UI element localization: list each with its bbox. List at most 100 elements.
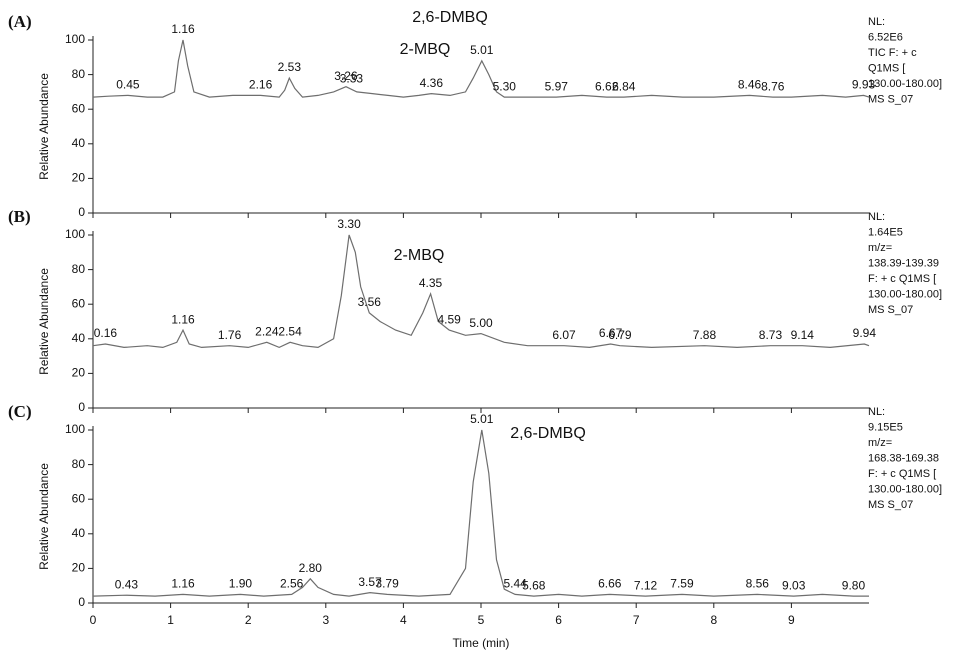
panel-label: (A) [8,12,32,31]
peak-label: 5.00 [469,316,493,330]
peak-label: 7.12 [634,578,658,592]
peak-label: 2.80 [299,561,323,575]
peak-label: 1.16 [171,577,195,591]
y-axis-label: Relative Abundance [37,73,51,180]
y-tick-label: 0 [78,205,85,219]
x-tick-label: 5 [478,613,485,627]
peak-label: 8.73 [759,328,783,342]
peak-label: 5.30 [493,79,517,93]
peak-label: 9.03 [782,578,806,592]
peak-label: 3.79 [375,577,399,591]
peak-label: 8.46 [738,78,762,92]
info-line: 130.00-180.00] [868,483,942,495]
y-tick-label: 0 [78,400,85,414]
peak-label: 0.45 [116,78,140,92]
peak-label: 9.94 [853,326,877,340]
info-line: 168.38-169.38 [868,452,939,464]
peak-label: 1.76 [218,328,242,342]
peak-label: 1.90 [229,577,253,591]
x-tick-label: 9 [788,613,795,627]
info-line: 1.64E5 [868,226,903,238]
y-tick-label: 80 [72,457,86,471]
info-line: m/z= [868,242,892,254]
y-tick-label: 60 [72,296,86,310]
x-tick-label: 1 [167,613,174,627]
peak-label: 5.68 [522,578,546,592]
x-tick-label: 7 [633,613,640,627]
info-line: NL: [868,406,885,418]
peak-label: 2.54 [278,324,302,338]
trace [92,234,870,349]
y-tick-label: 60 [72,491,86,505]
info-line: TIC F: + c [868,47,917,59]
peak-label: 2.56 [280,577,304,591]
info-line: MS S_07 [868,304,913,316]
trace [92,39,870,98]
y-tick-label: 20 [72,366,86,380]
info-line: 6.52E6 [868,31,903,43]
peak-label: 5.44 [503,577,527,591]
y-tick-label: 20 [72,171,86,185]
peak-label: 4.59 [438,312,462,326]
y-axis-label: Relative Abundance [37,463,51,570]
peak-label: 4.35 [419,276,443,290]
peak-label: 3.33 [340,71,364,85]
peak-label: 6.79 [608,328,632,342]
panel-label: (C) [8,402,32,421]
info-line: NL: [868,16,885,28]
peak-label: 8.56 [746,577,770,591]
info-line: F: + c Q1MS [ [868,468,936,480]
peak-label: 2.16 [249,78,273,92]
peak-label: 9.80 [842,578,866,592]
peak-label: 1.16 [171,312,195,326]
peak-label: 6.66 [598,577,622,591]
peak-label: 2.53 [278,60,302,74]
peak-label: 5.97 [545,79,569,93]
compound-label: 2,6-DMBQ [510,425,586,442]
peak-label: 5.01 [470,412,494,426]
y-tick-label: 100 [65,227,85,241]
peak-label: 6.67 [599,326,623,340]
peak-label: 6.07 [552,328,576,342]
y-tick-label: 100 [65,422,85,436]
y-tick-label: 40 [72,331,86,345]
y-axis-label: Relative Abundance [37,268,51,375]
peak-label: 6.62 [595,79,619,93]
peak-label: 3.30 [337,217,361,231]
peak-label: 7.59 [670,577,694,591]
trace [92,429,869,597]
peak-label: 0.16 [94,326,118,340]
y-tick-label: 80 [72,262,86,276]
info-line: MS S_07 [868,499,913,511]
x-tick-label: 8 [710,613,717,627]
peak-label: 4.36 [420,76,444,90]
y-tick-label: 0 [78,595,85,609]
x-tick-label: 2 [245,613,252,627]
x-tick-label: 4 [400,613,407,627]
y-tick-label: 80 [72,67,86,81]
info-line: Q1MS [ [868,62,905,74]
x-tick-label: 3 [322,613,329,627]
peak-label: 2.24 [255,324,279,338]
compound-label: 2,6-DMBQ [412,9,488,26]
info-line: 130.00-180.00] [868,288,942,300]
x-tick-label: 6 [555,613,562,627]
info-line: 130.00-180.00] [868,78,942,90]
info-line: MS S_07 [868,93,913,105]
peak-label: 3.57 [358,575,382,589]
y-tick-label: 40 [72,136,86,150]
peak-label: 0.43 [115,577,139,591]
info-line: m/z= [868,437,892,449]
x-tick-label: 0 [90,613,97,627]
peak-label: 5.01 [470,43,494,57]
y-tick-label: 40 [72,526,86,540]
y-tick-label: 60 [72,101,86,115]
peak-label: 9.14 [791,328,815,342]
panel-label: (B) [8,207,31,226]
peak-label: 6.84 [612,79,636,93]
peak-label: 9.93 [852,78,876,92]
info-line: F: + c Q1MS [ [868,273,936,285]
peak-label: 1.16 [171,22,195,36]
